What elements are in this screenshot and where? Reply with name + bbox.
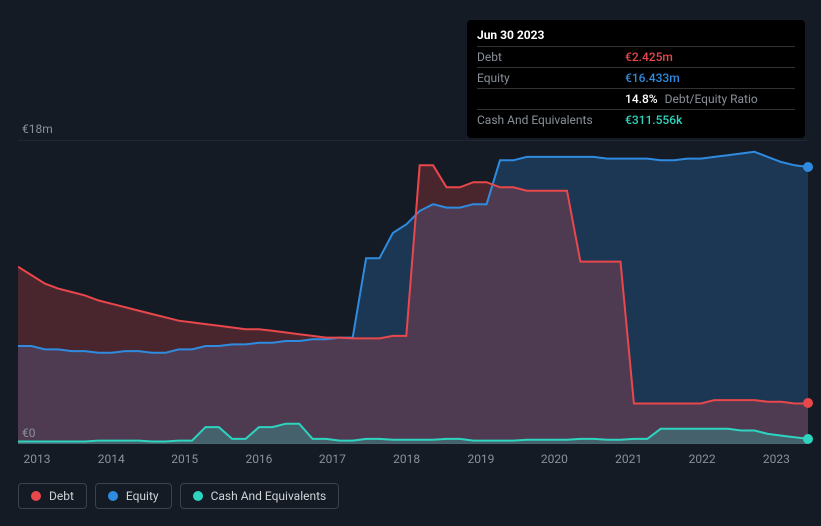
x-axis-tick: 2023 (763, 452, 790, 466)
x-axis-tick: 2013 (23, 452, 50, 466)
tooltip-row-value: €311.556k (625, 113, 682, 127)
x-axis-tick: 2016 (245, 452, 272, 466)
x-axis-tick: 2017 (319, 452, 346, 466)
tooltip-row-value: €16.433m (625, 71, 680, 85)
tooltip-row-label: Debt (477, 50, 607, 64)
equity-end-dot (803, 162, 813, 172)
tooltip-row-extra: Debt/Equity Ratio (662, 92, 758, 106)
x-axis-tick: 2021 (615, 452, 642, 466)
x-axis-tick: 2020 (541, 452, 568, 466)
chart-svg (18, 140, 808, 444)
tooltip-date: Jun 30 2023 (477, 28, 795, 42)
chart-tooltip: Jun 30 2023 Debt €2.425m Equity €16.433m 14.… (467, 20, 805, 138)
debt-equity-chart (18, 140, 808, 444)
legend-item-debt[interactable]: Debt (18, 483, 87, 509)
x-axis-tick: 2014 (98, 452, 125, 466)
y-axis-max-label: €18m (22, 122, 53, 136)
x-axis-tick: 2015 (171, 452, 198, 466)
legend-label: Debt (49, 489, 74, 503)
debt-end-dot (803, 398, 813, 408)
tooltip-row: Debt €2.425m (477, 46, 795, 67)
chart-legend: Debt Equity Cash And Equivalents (18, 483, 339, 509)
legend-item-cash[interactable]: Cash And Equivalents (180, 483, 340, 509)
tooltip-row-value: €2.425m (625, 50, 673, 64)
legend-dot (108, 491, 118, 501)
legend-dot (193, 491, 203, 501)
legend-label: Equity (126, 489, 159, 503)
legend-item-equity[interactable]: Equity (95, 483, 172, 509)
x-axis-tick: 2018 (393, 452, 420, 466)
x-axis-tick: 2022 (689, 452, 716, 466)
tooltip-row: 14.8% Debt/Equity Ratio (477, 88, 795, 109)
y-axis-zero-label: €0 (22, 426, 36, 440)
legend-dot (31, 491, 41, 501)
tooltip-row: Cash And Equivalents €311.556k (477, 109, 795, 130)
tooltip-row-value: 14.8% Debt/Equity Ratio (625, 92, 758, 106)
cash-end-dot (803, 434, 813, 444)
tooltip-row: Equity €16.433m (477, 67, 795, 88)
tooltip-row-label: Cash And Equivalents (477, 113, 607, 127)
tooltip-row-label: Equity (477, 71, 607, 85)
x-axis-tick: 2019 (467, 452, 494, 466)
tooltip-row-label (477, 92, 607, 106)
legend-label: Cash And Equivalents (211, 489, 327, 503)
